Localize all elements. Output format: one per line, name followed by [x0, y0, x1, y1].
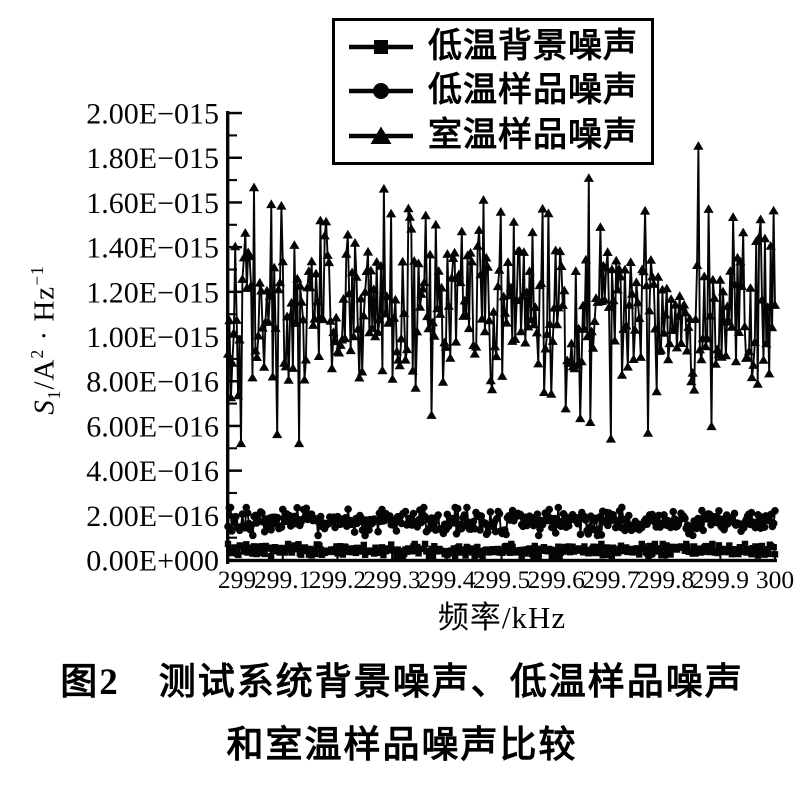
y-tick-label: 1.80E−015	[86, 142, 219, 175]
y-minor-tick	[229, 447, 237, 450]
y-tick-label: 1.20E−015	[86, 276, 219, 309]
x-axis-title: 频率/kHz	[437, 600, 567, 635]
triangle-markers	[222, 141, 781, 448]
legend-item-room-temp-sample-noise: 室温样品噪声	[347, 116, 647, 154]
caption-line-2: 和室温样品噪声比较	[226, 725, 578, 766]
square-markers	[224, 540, 779, 562]
x-tick-label: 299	[218, 565, 256, 594]
circle-marker-icon	[349, 83, 413, 100]
figure-caption: 图2 测试系统背景噪声、低温样品噪声 和室温样品噪声比较	[8, 664, 796, 764]
y-minor-tick	[229, 134, 237, 137]
legend-item-low-temp-background-noise: 低温背景噪声	[347, 30, 647, 64]
square-marker-icon	[349, 40, 413, 55]
y-tick-label: 1.60E−015	[86, 187, 219, 220]
legend-item-low-temp-sample-noise: 低温样品噪声	[347, 74, 647, 108]
legend-label: 室温样品噪声	[428, 116, 638, 154]
y-major-tick	[229, 558, 242, 562]
y-tick-label: 8.00E−016	[86, 366, 219, 399]
series-square	[224, 540, 779, 562]
x-tick-label: 299.5	[473, 565, 530, 594]
x-axis-line	[226, 558, 777, 563]
y-minor-tick	[229, 313, 237, 316]
y-tick-label: 2.00E−015	[86, 98, 219, 131]
y-tick-label: 0.00E+000	[86, 545, 219, 578]
y-tick-label: 2.00E−016	[86, 500, 219, 533]
triangle-marker-icon	[349, 126, 413, 144]
y-major-tick	[229, 469, 242, 472]
y-tick-label: 1.40E−015	[86, 232, 219, 265]
y-axis-line	[226, 111, 230, 564]
series-line	[227, 146, 776, 444]
series-circle	[224, 503, 779, 540]
y-major-tick	[229, 111, 242, 115]
y-major-tick	[229, 424, 242, 428]
y-tick-label: 1.00E−015	[86, 321, 219, 354]
x-tick-label: 299.2	[309, 565, 366, 594]
x-tick-label: 299.7	[582, 565, 640, 594]
caption-line-1: 图2 测试系统背景噪声、低温样品噪声	[60, 662, 744, 703]
series-triangle	[222, 141, 781, 448]
y-minor-tick	[229, 268, 237, 271]
legend-label: 低温背景噪声	[428, 28, 638, 66]
y-minor-tick	[229, 179, 237, 182]
x-tick	[391, 551, 394, 560]
y-minor-tick	[229, 491, 237, 495]
chart-legend: 低温背景噪声 低温样品噪声 室温样品噪声	[332, 18, 654, 165]
y-major-tick	[229, 380, 242, 383]
y-tick-label: 6.00E−016	[86, 410, 219, 443]
x-tick-label: 299.1	[254, 565, 311, 594]
x-tick-label: 299.8	[637, 565, 694, 594]
noise-spectrum-plot: 0.00E+000 2.00E−016 4.00E−016 6.00E−016 8.00…	[86, 98, 794, 595]
x-tick-label: 299.3	[363, 565, 420, 594]
y-tick-label: 4.00E−016	[86, 455, 219, 488]
y-major-tick	[229, 156, 242, 159]
y-minor-tick	[229, 223, 237, 226]
circle-markers	[224, 503, 779, 540]
axes: 0.00E+000 2.00E−016 4.00E−016 6.00E−016 8.00…	[86, 98, 794, 595]
x-tick-label: 299.6	[528, 565, 585, 594]
x-tick-label: 299.4	[418, 565, 476, 594]
y-minor-tick	[229, 402, 237, 405]
y-minor-tick	[229, 536, 237, 539]
x-tick-label: 300	[756, 565, 794, 594]
legend-label: 低温样品噪声	[428, 72, 638, 110]
x-tick-label: 299.9	[692, 565, 749, 594]
y-major-tick	[229, 201, 242, 204]
